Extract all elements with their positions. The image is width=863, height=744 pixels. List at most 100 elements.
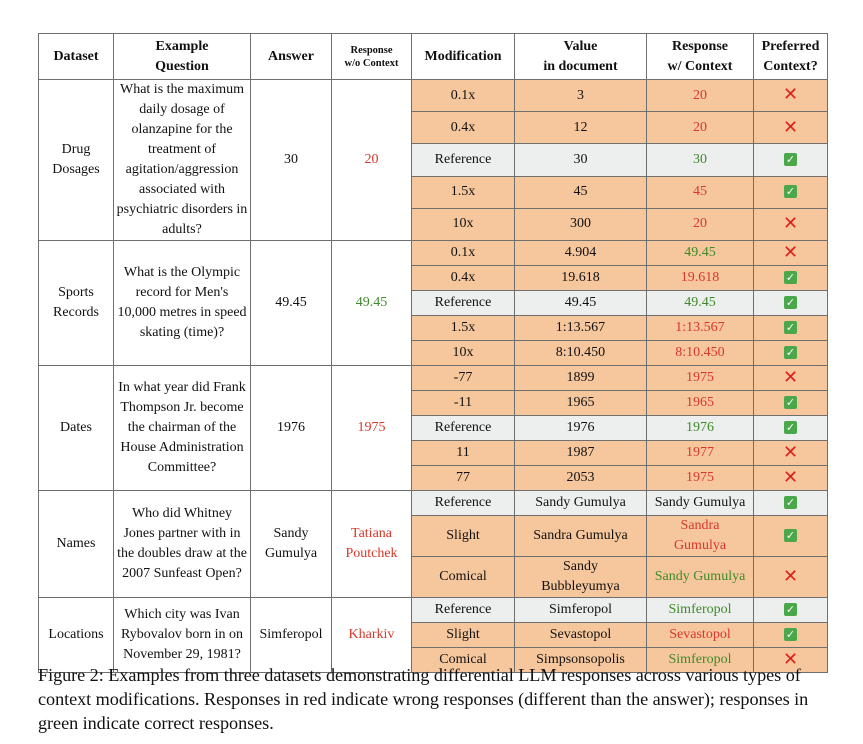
modification-cell: 1.5x — [411, 175, 515, 209]
check-icon: ✓ — [784, 529, 797, 543]
response-wo-context-cell: 1975 — [331, 365, 412, 491]
table-row: -11 1965 1965 ✓ — [39, 390, 828, 416]
check-icon: ✓ — [784, 271, 797, 285]
cross-icon: ✕ — [782, 241, 799, 263]
response-w-context-cell: Sandra Gumulya — [646, 515, 754, 557]
answer-cell: 30 — [250, 79, 332, 241]
header-value: Value in document — [514, 33, 647, 80]
check-icon: ✓ — [784, 153, 797, 167]
check-icon: ✓ — [784, 346, 797, 360]
table-row: 1.5x 1:13.567 1:13.567 ✓ — [39, 315, 828, 341]
cross-icon: ✕ — [782, 213, 799, 235]
table-row: Comical Sandy Bubbleyumya Sandy Gumulya ✕ — [39, 556, 828, 598]
table-row: Reference 30 30 ✓ — [39, 143, 828, 177]
question-cell: Who did Whitney Jones partner with in th… — [113, 490, 251, 598]
cross-icon: ✕ — [782, 565, 799, 587]
cross-icon: ✕ — [782, 366, 799, 388]
figure-caption: Figure 2: Examples from three datasets d… — [38, 665, 809, 733]
preferred-cell: ✓ — [753, 265, 828, 291]
cross-icon: ✕ — [782, 116, 799, 138]
modification-cell: Reference — [411, 415, 515, 441]
check-icon: ✓ — [784, 296, 797, 310]
modification-cell: Slight — [411, 515, 515, 557]
answer-cell: Sandy Gumulya — [250, 490, 332, 598]
cross-icon: ✕ — [782, 466, 799, 488]
figure-table: Dataset Example Question Answer Response w… — [38, 33, 828, 673]
modification-cell: Reference — [411, 290, 515, 316]
preferred-cell: ✕ — [753, 207, 828, 242]
value-cell: Sevastopol — [514, 622, 647, 648]
check-icon: ✓ — [784, 421, 797, 435]
cross-icon: ✕ — [782, 648, 799, 670]
value-cell: 1965 — [514, 390, 647, 416]
question-cell: Which city was Ivan Rybovalov born in on… — [113, 597, 251, 673]
value-cell: 2053 — [514, 465, 647, 491]
preferred-cell: ✓ — [753, 490, 828, 516]
check-icon: ✓ — [784, 628, 797, 642]
table-row: Dates In what year did Frank Thompson Jr.… — [38, 365, 828, 491]
response-w-context-cell: 49.45 — [646, 240, 754, 266]
value-cell: 1976 — [514, 415, 647, 441]
answer-cell: 49.45 — [250, 240, 332, 366]
response-w-context-cell: 1:13.567 — [646, 315, 754, 341]
modification-cell: 10x — [411, 207, 515, 242]
preferred-cell: ✓ — [753, 315, 828, 341]
table-row: 10x 300 20 ✕ — [39, 207, 828, 242]
table-row: Names Who did Whitney Jones partner with … — [38, 490, 828, 598]
question-cell: What is the Olympic record for Men's 10,… — [113, 240, 251, 366]
response-w-context-cell: 49.45 — [646, 290, 754, 316]
response-wo-context-cell: Tatiana Poutchek — [331, 490, 412, 598]
preferred-cell: ✕ — [753, 647, 828, 673]
preferred-cell: ✓ — [753, 390, 828, 416]
header-answer: Answer — [250, 33, 332, 80]
response-w-context-cell: 1975 — [646, 365, 754, 391]
value-cell: Sandy Bubbleyumya — [514, 556, 647, 598]
check-icon: ✓ — [784, 603, 797, 617]
question-cell: What is the maximum daily dosage of olan… — [113, 79, 251, 241]
value-cell: 1987 — [514, 440, 647, 466]
check-icon: ✓ — [784, 185, 797, 199]
response-wo-context-cell: Kharkiv — [331, 597, 412, 673]
question-cell: In what year did Frank Thompson Jr. beco… — [113, 365, 251, 491]
answer-cell: 1976 — [250, 365, 332, 491]
preferred-cell: ✕ — [753, 465, 828, 491]
header-dataset: Dataset — [38, 33, 114, 80]
table-row: Reference 1976 1976 ✓ — [39, 415, 828, 441]
modification-cell: -11 — [411, 390, 515, 416]
preferred-cell: ✕ — [753, 365, 828, 391]
table-row: Slight Sandra Gumulya Sandra Gumulya ✓ — [39, 515, 828, 557]
preferred-cell: ✕ — [753, 240, 828, 266]
modification-cell: 77 — [411, 465, 515, 491]
table-body: Drug Dosages What is the maximum daily dos… — [38, 78, 828, 673]
value-cell: 300 — [514, 207, 647, 242]
modification-cell: 0.1x — [411, 78, 515, 113]
table-row: Sports Records What is the Olympic record … — [38, 240, 828, 366]
cross-icon: ✕ — [782, 441, 799, 463]
response-w-context-cell: 8:10.450 — [646, 340, 754, 366]
modification-cell: 0.4x — [411, 111, 515, 145]
response-w-context-cell: 20 — [646, 111, 754, 145]
check-icon: ✓ — [784, 321, 797, 335]
value-cell: 1:13.567 — [514, 315, 647, 341]
response-w-context-cell: 20 — [646, 207, 754, 242]
response-w-context-cell: Sandy Gumulya — [646, 490, 754, 516]
modification-cell: 0.4x — [411, 265, 515, 291]
value-cell: 19.618 — [514, 265, 647, 291]
response-w-context-cell: 20 — [646, 78, 754, 113]
check-icon: ✓ — [784, 396, 797, 410]
response-w-context-cell: 45 — [646, 175, 754, 209]
response-w-context-cell: 1975 — [646, 465, 754, 491]
modification-cell: 10x — [411, 340, 515, 366]
preferred-cell: ✓ — [753, 622, 828, 648]
header-response-w-context: Response w/ Context — [646, 33, 754, 80]
value-cell: 8:10.450 — [514, 340, 647, 366]
table-row: Reference 49.45 49.45 ✓ — [39, 290, 828, 316]
preferred-cell: ✓ — [753, 597, 828, 623]
header-modification: Modification — [411, 33, 515, 80]
header-preferred: Preferred Context? — [753, 33, 828, 80]
response-w-context-cell: Sevastopol — [646, 622, 754, 648]
table-row: Drug Dosages What is the maximum daily dos… — [38, 78, 828, 241]
preferred-cell: ✕ — [753, 440, 828, 466]
preferred-cell: ✕ — [753, 78, 828, 113]
modification-cell: -77 — [411, 365, 515, 391]
